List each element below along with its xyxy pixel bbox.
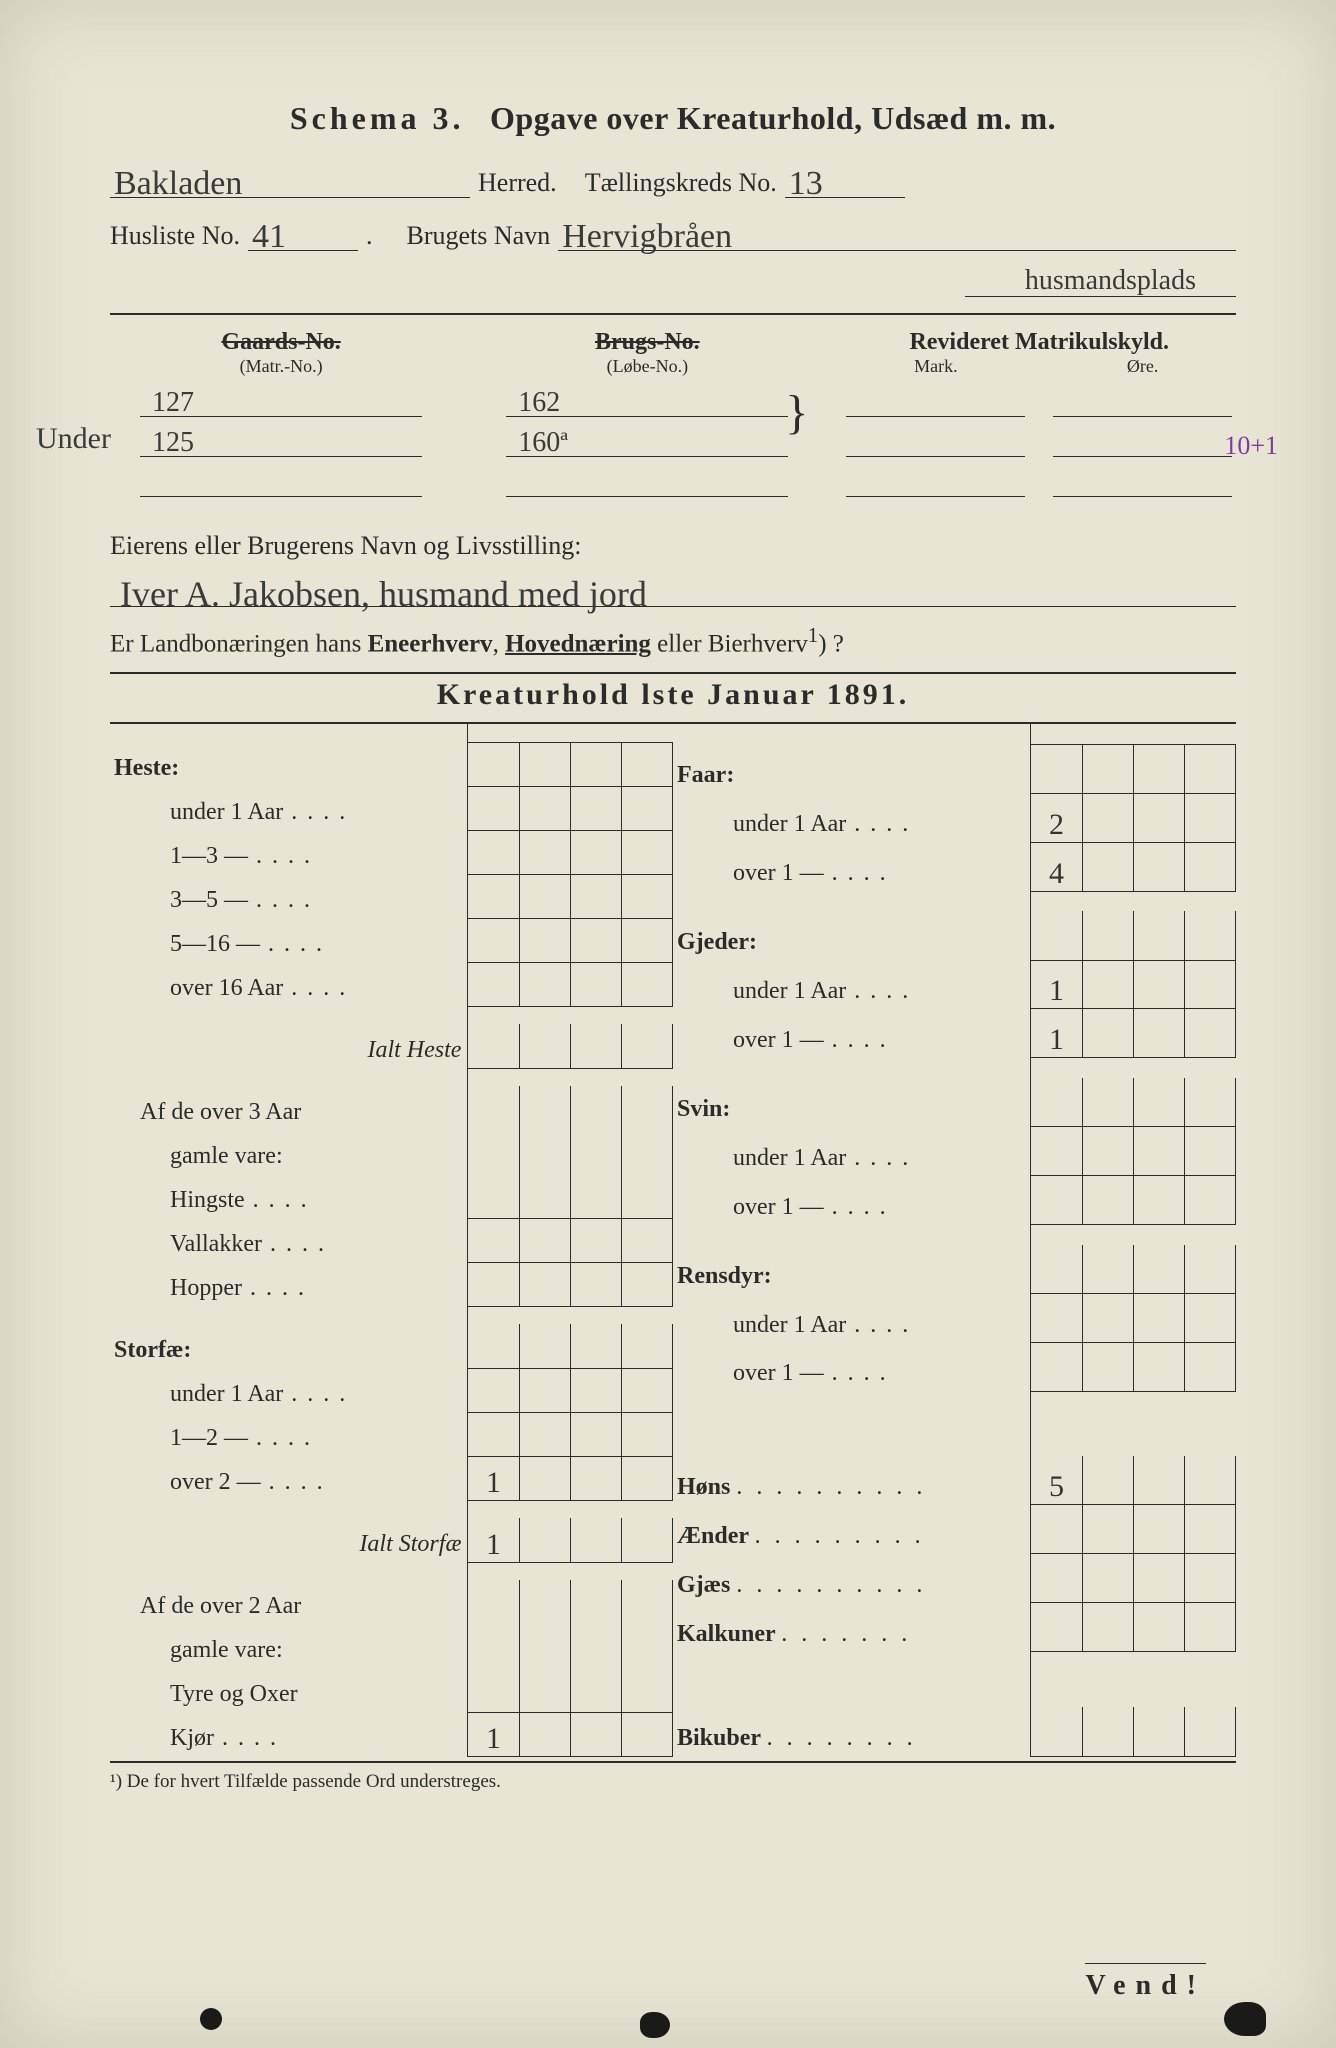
gjaes-label: Gjæs — [677, 1572, 730, 1598]
rev-sub-mark: Mark. — [842, 356, 1029, 377]
husliste-row: Husliste No. 41 . Brugets Navn Hervigbrå… — [110, 212, 1236, 251]
page-title: Schema 3. Opgave over Kreaturhold, Udsæd… — [110, 100, 1236, 137]
footnote: ¹) De for hvert Tilfælde passende Ord un… — [110, 1761, 1236, 1793]
brugs-sub: (Løbe-No.) — [476, 356, 818, 377]
rev-note: 10+1 — [1224, 431, 1278, 461]
paper-hole — [640, 2012, 670, 2038]
rev-label: Revideret Matrikulskyld. — [842, 329, 1236, 356]
brugs-val-2: 160ª — [506, 421, 788, 457]
husliste-label: Husliste No. — [110, 221, 240, 251]
rev-sub-ore: Øre. — [1049, 356, 1236, 377]
matrikkel-grid: Gaards-No. (Matr.-No.) 127 125 Brugs-No.… — [110, 313, 1236, 497]
title-rest: Opgave over Kreaturhold, Udsæd m. m. — [490, 100, 1056, 136]
gaards-val-3 — [140, 461, 422, 497]
gaards-val-2: 125 — [140, 421, 422, 457]
left-column: Heste: under 1 Aar 1—3 — 3—5 — 5—16 — ov… — [110, 724, 673, 1757]
kreds-label: Tællingskreds No. — [585, 168, 777, 198]
kreds-value: 13 — [785, 159, 905, 198]
gjeder-heading: Gjeder: — [673, 911, 1031, 960]
heste-heading: Heste: — [110, 742, 468, 786]
margin-under: Under — [36, 422, 111, 456]
herred-row: Bakladen Herred. Tællingskreds No. 13 — [110, 159, 1236, 198]
bikuber-label: Bikuber — [677, 1725, 761, 1751]
owner-value-line: Iver A. Jakobsen, husmand med jord — [110, 567, 1236, 607]
brugs-val-1: 162} — [506, 381, 788, 417]
livestock-table: Heste: under 1 Aar 1—3 — 3—5 — 5—16 — ov… — [110, 724, 1236, 1757]
heste-total: Ialt Heste — [110, 1024, 468, 1068]
storfae-heading: Storfæ: — [110, 1324, 468, 1368]
brugets-label: Brugets Navn — [407, 221, 551, 251]
owner-question: Er Landbonæringen hans Eneerhverv, Hoved… — [110, 623, 1236, 658]
paper-hole — [1224, 2002, 1266, 2036]
brugets-sub: husmandsplads — [965, 265, 1236, 297]
owner-value: Iver A. Jakobsen, husmand med jord — [116, 573, 651, 612]
husliste-value: 41 — [248, 212, 358, 251]
kalkuner-label: Kalkuner — [677, 1621, 775, 1647]
hons-label: Høns — [677, 1474, 730, 1500]
svin-heading: Svin: — [673, 1078, 1031, 1127]
brugets-value: Hervigbråen — [558, 212, 1236, 251]
gaards-sub: (Matr.-No.) — [110, 356, 452, 377]
brugs-val-3 — [506, 461, 788, 497]
vend-label: Vend! — [1085, 1963, 1206, 2002]
owner-label: Eierens eller Brugerens Navn og Livsstil… — [110, 531, 1236, 561]
storfae-total: Ialt Storfæ — [110, 1518, 468, 1562]
brugs-label: Brugs-No. — [476, 329, 818, 356]
gaards-label: Gaards-No. — [110, 329, 452, 356]
paper-hole — [200, 2008, 222, 2030]
owner-block: Eierens eller Brugerens Navn og Livsstil… — [110, 531, 1236, 658]
herred-label: Herred. — [478, 168, 557, 198]
rensdyr-heading: Rensdyr: — [673, 1245, 1031, 1294]
schema-label: Schema 3. — [290, 100, 465, 136]
right-column: Faar: under 1 Aar2 over 1 —4 Gjeder: und… — [673, 724, 1236, 1757]
gaards-val-1: 127 — [140, 381, 422, 417]
herred-value: Bakladen — [110, 159, 470, 198]
aender-label: Ænder — [677, 1523, 749, 1549]
section-title: Kreaturhold lste Januar 1891. — [110, 672, 1236, 724]
faar-heading: Faar: — [673, 744, 1031, 793]
